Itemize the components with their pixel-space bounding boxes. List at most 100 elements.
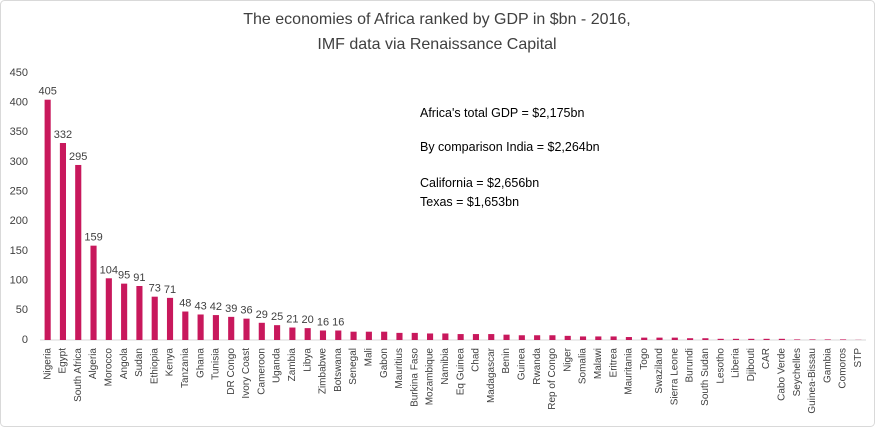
chart-subtitle: IMF data via Renaissance Capital: [317, 36, 556, 53]
y-tick-label: 50: [16, 304, 28, 316]
bar: [809, 339, 816, 340]
data-label: 71: [164, 284, 176, 296]
annotation: California = $2,656bn: [420, 176, 539, 190]
y-tick-label: 250: [10, 186, 28, 198]
bar: [671, 337, 678, 340]
x-tick-label: Kenya: [165, 348, 176, 377]
x-tick-label: CAR: [761, 348, 772, 369]
x-tick-label: Seychelles: [792, 348, 803, 396]
x-tick-label: Sudan: [134, 348, 145, 377]
x-tick-label: Zambia: [287, 348, 298, 382]
y-tick-label: 100: [10, 275, 28, 287]
x-tick-label: STP: [853, 348, 864, 368]
bar: [839, 339, 847, 340]
bar: [748, 338, 755, 340]
x-tick-label: South Africa: [73, 348, 84, 402]
x-tick-label: Botswana: [333, 348, 344, 392]
data-label: 95: [118, 270, 130, 282]
bar: [579, 336, 587, 340]
bar: [319, 330, 327, 340]
bar: [457, 334, 464, 340]
bar: [381, 331, 388, 340]
bar: [365, 331, 372, 340]
bar: [442, 333, 449, 340]
x-tick-label: Senegal: [348, 348, 359, 385]
bar: [274, 325, 281, 340]
data-label: 48: [179, 298, 191, 310]
bar: [763, 338, 770, 340]
x-tick-label: Ivory Coast: [241, 348, 252, 399]
x-tick-label: Guinea-Bissau: [807, 348, 818, 414]
x-tick-label: Rwanda: [532, 348, 543, 385]
x-tick-label: Nigeria: [42, 348, 53, 380]
x-tick-label: Malawi: [593, 348, 604, 379]
annotation: Texas = $1,653bn: [420, 195, 519, 209]
x-tick-label: Gabon: [379, 348, 390, 378]
x-tick-label: Eritrea: [608, 348, 619, 378]
bar: [717, 338, 724, 340]
bar: [243, 318, 250, 340]
data-label: 36: [240, 305, 252, 317]
annotation: By comparison India = $2,264bn: [420, 140, 600, 154]
y-tick-label: 450: [10, 67, 28, 79]
x-tick-label: Namibia: [440, 348, 451, 385]
bar: [488, 334, 495, 340]
x-tick-label: South Sudan: [700, 348, 711, 406]
x-tick-label: Chad: [471, 348, 482, 372]
bar: [151, 296, 158, 340]
data-label: 42: [210, 301, 222, 313]
bar: [824, 339, 831, 340]
x-tick-label: Cabo Verde: [777, 348, 788, 401]
x-tick-label: Zimbabwe: [318, 348, 329, 395]
bar: [564, 335, 571, 340]
bar: [794, 339, 801, 340]
x-tick-label: Mali: [364, 348, 375, 366]
y-tick-label: 400: [10, 97, 28, 109]
x-tick-label: Tanzania: [180, 348, 191, 388]
y-tick-label: 200: [10, 215, 28, 227]
y-tick-label: 0: [22, 334, 28, 346]
bar: [503, 334, 510, 340]
x-tick-label: Libya: [302, 348, 313, 372]
x-tick-label: Gambia: [822, 348, 833, 383]
y-tick-label: 300: [10, 156, 28, 168]
x-tick-label: DR Congo: [226, 348, 237, 395]
x-tick-label: Comoros: [838, 348, 849, 389]
bar: [534, 335, 541, 340]
bar: [411, 332, 418, 340]
x-tick-label: Ghana: [195, 348, 206, 378]
data-label: 295: [69, 151, 87, 163]
bar: [625, 337, 632, 340]
x-tick-label: Eq Guinea: [455, 348, 466, 396]
bar: [212, 315, 219, 340]
bar: [182, 311, 189, 340]
data-label: 16: [332, 317, 344, 329]
x-tick-label: Togo: [639, 348, 650, 370]
x-tick-label: Mauritania: [624, 348, 635, 395]
data-label: 91: [133, 272, 145, 284]
bar: [472, 334, 480, 340]
data-label: 39: [225, 303, 237, 315]
data-label: 25: [271, 311, 283, 323]
chart-title: The economies of Africa ranked by GDP in…: [243, 11, 630, 28]
x-tick-label: Somalia: [578, 348, 589, 385]
bar: [90, 245, 97, 340]
bar: [518, 335, 525, 340]
data-label: 43: [194, 300, 206, 312]
x-tick-label: Rep of Congo: [547, 348, 558, 410]
x-tick-label: Mozambique: [425, 348, 436, 406]
bar: [121, 283, 128, 340]
y-tick-label: 150: [10, 245, 28, 257]
bar: [258, 322, 265, 340]
bar: [549, 335, 556, 340]
bar: [350, 331, 357, 340]
data-label: 73: [149, 283, 161, 295]
bar: [228, 316, 235, 340]
data-label: 104: [100, 264, 118, 276]
data-label: 405: [38, 86, 56, 98]
x-tick-label: Djibouti: [746, 348, 757, 381]
bar: [289, 327, 296, 340]
bar: [304, 328, 311, 340]
